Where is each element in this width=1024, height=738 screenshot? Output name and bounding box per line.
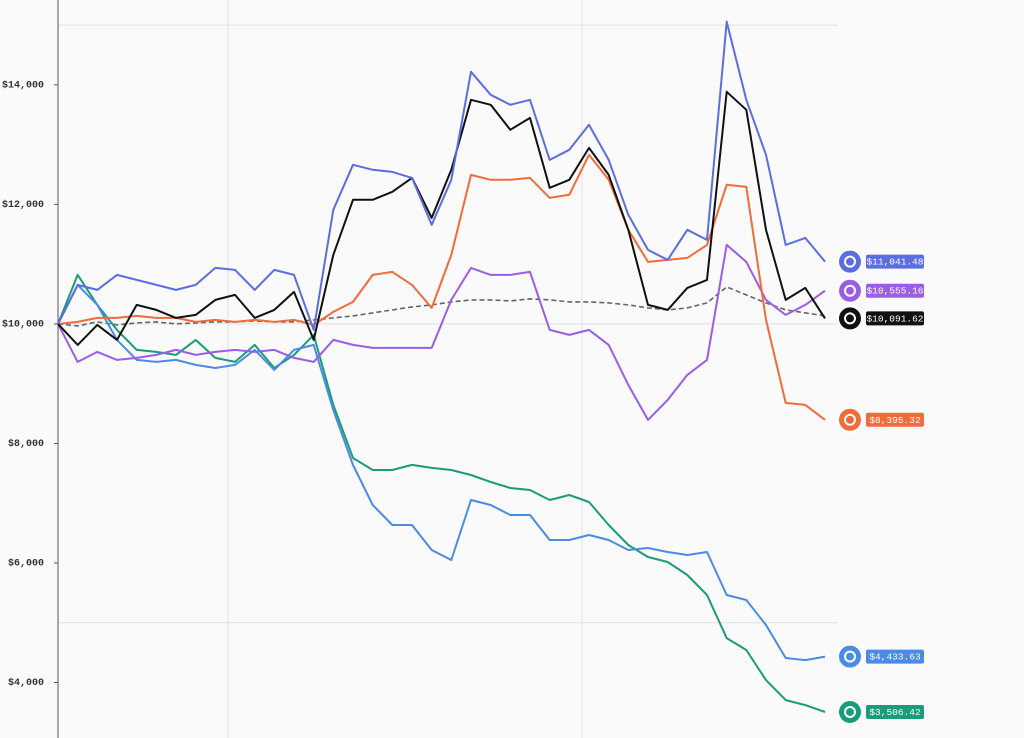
y-tick-label: $12,000	[2, 199, 44, 211]
series-line	[57, 286, 826, 327]
value-label: $10,091.62	[866, 313, 923, 324]
label-box	[866, 283, 924, 298]
end-label: $11,041.48	[837, 248, 924, 275]
series-line	[57, 273, 826, 713]
series-icon-glyph	[844, 312, 856, 325]
series-icon	[837, 643, 863, 670]
end-label: $8,395.32	[837, 406, 924, 433]
series-icon	[837, 277, 863, 304]
y-tick-label: $4,000	[8, 677, 44, 689]
series-icon	[837, 248, 863, 275]
end-label: $4,433.63	[837, 643, 924, 670]
series-icon-glyph	[844, 705, 856, 718]
y-tick-label: $8,000	[8, 438, 44, 450]
end-label: $10,555.16	[837, 277, 924, 304]
series-line	[57, 153, 826, 421]
value-label: $10,555.16	[866, 286, 923, 297]
series-line	[57, 243, 826, 421]
series-line	[57, 90, 826, 346]
label-box	[866, 412, 924, 427]
series-icon	[837, 698, 863, 725]
value-label: $3,506.42	[869, 707, 921, 718]
series-icon	[837, 406, 863, 433]
value-label: $4,433.63	[869, 652, 921, 663]
series-icon-glyph	[844, 284, 856, 297]
label-box	[866, 704, 924, 719]
end-label: $3,506.42	[837, 698, 924, 725]
series-line	[57, 20, 826, 331]
series-line	[57, 283, 826, 662]
y-tick-label: $14,000	[2, 80, 44, 92]
label-box	[866, 254, 924, 269]
series-icon-glyph	[844, 650, 856, 663]
end-label: $10,091.62	[837, 305, 924, 332]
value-label: $11,041.48	[866, 257, 923, 268]
y-tick-label: $6,000	[8, 558, 44, 570]
series-icon	[837, 305, 863, 332]
y-tick-label: $10,000	[2, 319, 44, 331]
label-box	[866, 649, 924, 664]
label-box	[866, 311, 924, 326]
value-label: $8,395.32	[869, 415, 921, 426]
series-icon-glyph	[844, 413, 856, 426]
series-icon-glyph	[844, 255, 856, 268]
